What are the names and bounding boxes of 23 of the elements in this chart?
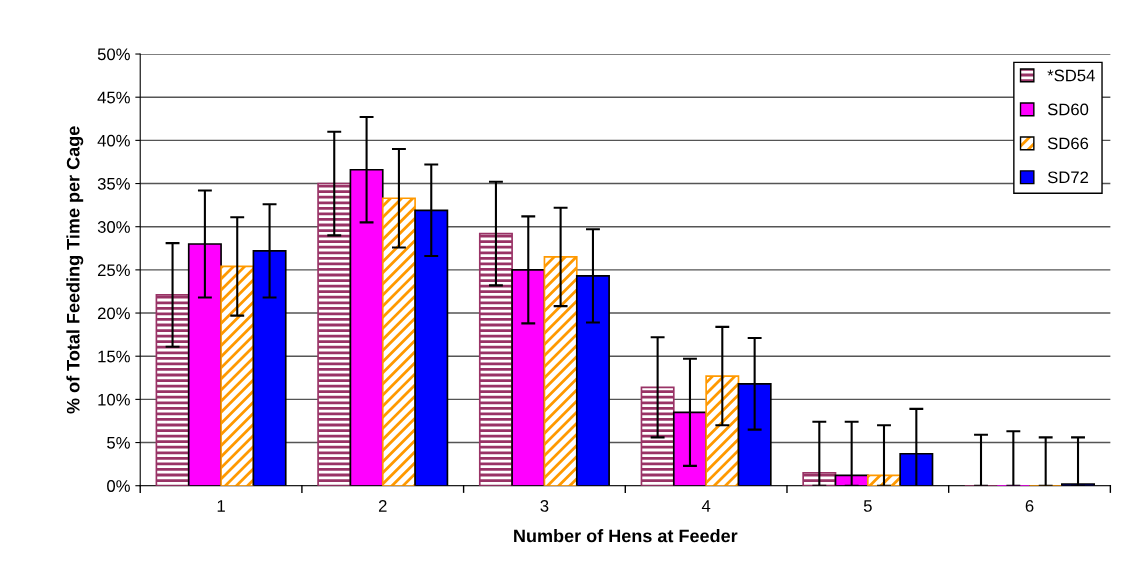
legend-label: SD60 [1047,103,1089,116]
x-tick-label: 6 [1025,500,1034,512]
legend-label: SD72 [1047,171,1089,184]
y-tick-label: 30% [97,221,130,233]
x-tick-label: 1 [217,500,225,512]
x-tick-label: 4 [701,500,711,512]
legend-label: SD66 [1047,137,1089,150]
y-tick-label: 20% [97,307,130,320]
y-tick-label: 15% [98,350,130,363]
y-tick-label: 25% [97,264,130,277]
x-tick-label: 5 [863,500,872,512]
x-tick-label: 3 [540,500,549,512]
y-tick-label: 10% [98,393,130,406]
y-tick-label: 0% [107,480,130,492]
y-tick-label: 50% [97,48,130,61]
y-tick-label: 45% [97,91,130,104]
x-tick-label: 2 [378,500,387,512]
y-tick-label: 35% [97,177,130,190]
legend-label: *SD54 [1047,69,1095,82]
y-axis-title: % of Total Feeding Time per Cage [66,126,84,414]
y-tick-label: 40% [97,134,130,147]
y-tick-label: 5% [107,437,130,449]
x-axis-title: Number of Hens at Feeder [514,529,738,543]
